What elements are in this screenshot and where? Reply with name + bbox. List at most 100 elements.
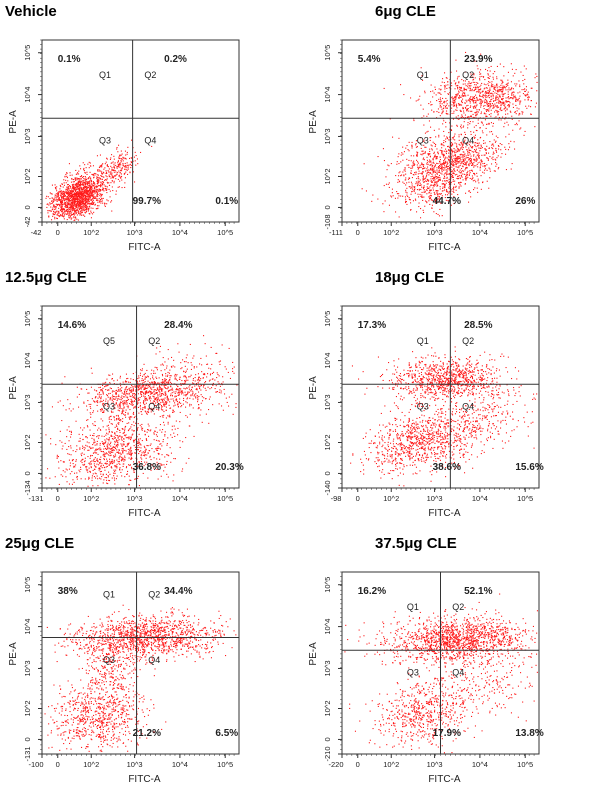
event-dot [47,210,49,212]
event-dot [455,151,457,153]
event-dot [170,407,172,409]
event-dot [496,97,498,99]
event-dot [483,100,485,102]
event-dot [468,165,470,167]
event-dot [171,383,173,385]
event-dot [81,188,83,190]
event-dot [126,164,128,166]
event-dot [77,202,79,204]
event-dot [421,164,423,166]
y-tick-label: -42 [23,217,32,228]
event-dot [96,194,98,196]
event-dot [80,209,82,211]
event-dot [109,190,111,192]
event-dot [438,169,440,171]
event-dot [499,96,501,98]
event-dot [228,396,230,398]
event-dot [113,180,115,182]
event-dot [69,190,71,192]
event-dot [83,187,85,189]
event-dot [125,393,127,395]
event-dot [464,183,466,185]
event-dot [178,401,180,403]
event-dot [92,197,94,199]
event-dot [86,210,88,212]
event-dot [182,383,184,385]
event-dot [442,187,444,189]
event-dot [77,172,79,174]
event-dot [91,398,93,400]
event-dot [474,174,476,176]
event-dot [455,116,457,118]
event-dot [75,173,77,175]
event-dot [403,175,405,177]
event-dot [111,411,113,413]
event-dot [71,202,73,204]
event-dot [75,197,77,199]
event-dot [461,117,463,119]
event-dot [453,112,455,114]
event-dot [52,213,54,215]
event-dot [446,171,448,173]
event-dot [100,178,102,180]
event-dot [132,160,134,162]
event-dot [464,114,466,116]
event-dot [118,166,120,168]
event-dot [481,147,483,149]
event-dot [123,391,125,393]
event-dot [87,189,89,191]
event-dot [69,200,71,202]
event-dot [458,75,460,77]
event-dot [474,158,476,160]
event-dot [404,196,406,198]
event-dot [185,370,187,372]
event-dot [466,89,468,91]
event-dot [87,392,89,394]
event-dot [56,199,58,201]
event-dot [77,186,79,188]
event-dot [62,197,64,199]
event-dot [115,164,117,166]
event-dot [462,95,464,97]
event-dot [497,155,499,157]
event-dot [454,159,456,161]
event-dot [455,163,457,165]
event-dot [121,168,123,170]
event-dot [433,191,435,193]
event-dot [72,203,74,205]
event-dot [124,168,126,170]
event-dot [483,140,485,142]
event-dot [492,148,494,150]
event-dot [49,202,51,204]
event-dot [439,156,441,158]
event-dot [161,406,163,408]
event-dot [447,158,449,160]
event-dot [94,187,96,189]
y-tick-label: 10^5 [23,45,32,61]
event-dot [75,206,77,208]
event-dot [147,411,149,413]
event-dot [115,393,117,395]
event-dot [496,76,498,78]
event-dot [156,392,158,394]
event-dot [461,95,463,97]
event-dot [443,130,445,132]
event-dot [89,185,91,187]
event-dot [435,197,437,199]
event-dot [488,81,490,83]
event-dot [466,160,468,162]
event-dot [441,108,443,110]
event-dot [482,163,484,165]
event-dot [497,168,499,170]
event-dot [440,99,442,101]
event-dot [93,196,95,198]
event-dot [70,192,72,194]
facs-panel: 6μg CLE -111 0 10^2 10^3 10^4 10^5 -108 0 10^2 10^… [300,0,600,266]
event-dot [61,210,63,212]
event-dot [477,139,479,141]
event-dot [100,189,102,191]
event-dot [132,404,134,406]
event-dot [118,419,120,421]
event-dot [125,400,127,402]
event-dot [79,200,81,202]
